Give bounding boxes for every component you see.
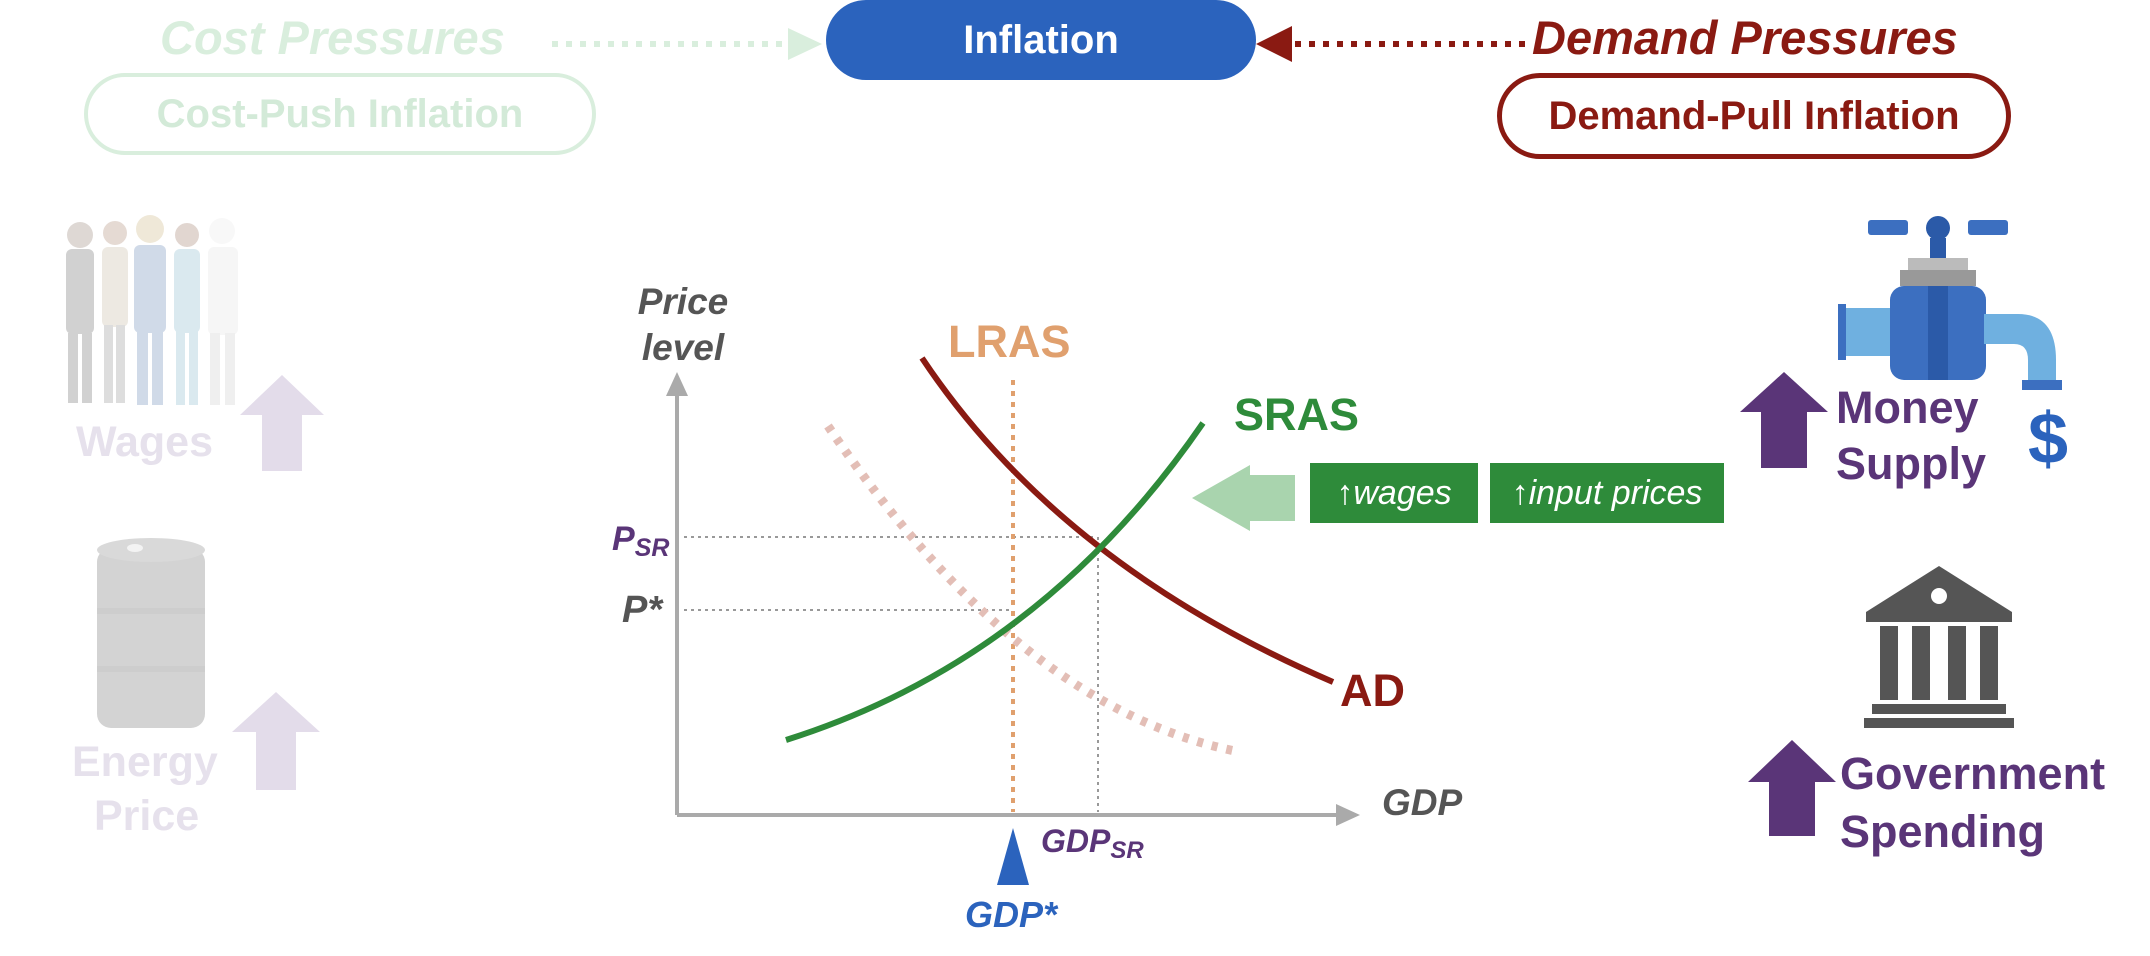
cost-push-pill (84, 73, 596, 155)
gdpsr-sub: SR (1110, 837, 1144, 864)
cost-push-label: Cost-Push Inflation (156, 92, 524, 136)
header-arrows (552, 26, 1525, 62)
workers-image (66, 215, 238, 405)
input-prices-tag (1490, 463, 1724, 523)
energy-label-line1: Energy (72, 738, 218, 786)
gdpstar-label: GDP* (965, 894, 1059, 935)
y-axis-label-line1: Price (638, 281, 729, 322)
gdpstar-marker (997, 828, 1029, 885)
gov-up-arrow-icon (1748, 740, 1836, 836)
x-axis-label: GDP (1382, 782, 1463, 823)
demand-pull-pill (1497, 73, 2011, 159)
energy-label-line2: Price (94, 792, 200, 840)
sras-label: SRAS (1234, 389, 1359, 440)
gdpsr-main: GDP (1041, 823, 1111, 859)
demand-pull-label: Demand-Pull Inflation (1548, 94, 1960, 138)
ad-curve (919, 356, 1335, 685)
x-axis-arrowhead (1336, 804, 1360, 826)
psr-main: P (612, 520, 635, 558)
gov-spending-line2: Spending (1840, 806, 2045, 857)
money-supply-line1: Money (1836, 382, 1979, 433)
sras-shift-arrow (1192, 465, 1295, 531)
y-axis-label-line2: level (642, 327, 725, 368)
demand-arrow-head (1256, 26, 1292, 62)
money-faucet-icon (1838, 216, 2062, 390)
wages-tag (1310, 463, 1478, 523)
demand-pressures-title: Demand Pressures (1532, 11, 1958, 64)
oil-barrel-icon (97, 538, 205, 728)
y-axis-arrowhead (666, 372, 688, 396)
ad-original-curve (824, 423, 1241, 757)
energy-up-arrow-icon (232, 692, 320, 790)
wages-tag-label: ↑wages (1336, 474, 1452, 512)
sras-curve (785, 421, 1206, 743)
cost-pressures-title: Cost Pressures (160, 11, 505, 64)
input-prices-tag-label: ↑input prices (1511, 474, 1703, 512)
money-up-arrow-icon (1740, 372, 1828, 468)
wages-label: Wages (76, 418, 213, 466)
government-building-icon (1864, 566, 2014, 728)
inflation-pill (826, 0, 1256, 80)
pstar-label: P* (622, 589, 664, 631)
psr-label: PSR (612, 520, 669, 562)
inflation-title: Inflation (963, 18, 1119, 62)
cost-arrow-head (788, 28, 822, 60)
dollar-icon: $ (2028, 399, 2069, 479)
gdpsr-label: GDPSR (1041, 823, 1144, 864)
lras-label: LRAS (948, 316, 1071, 367)
money-supply-line2: Supply (1836, 438, 1987, 489)
psr-sub: SR (635, 534, 670, 562)
ad-label: AD (1340, 665, 1405, 716)
gov-spending-line1: Government (1840, 748, 2106, 799)
wages-up-arrow-icon (240, 375, 324, 471)
